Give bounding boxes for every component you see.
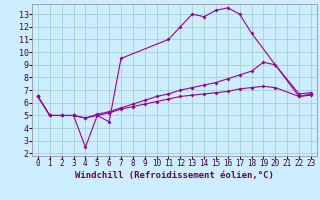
X-axis label: Windchill (Refroidissement éolien,°C): Windchill (Refroidissement éolien,°C) xyxy=(75,171,274,180)
